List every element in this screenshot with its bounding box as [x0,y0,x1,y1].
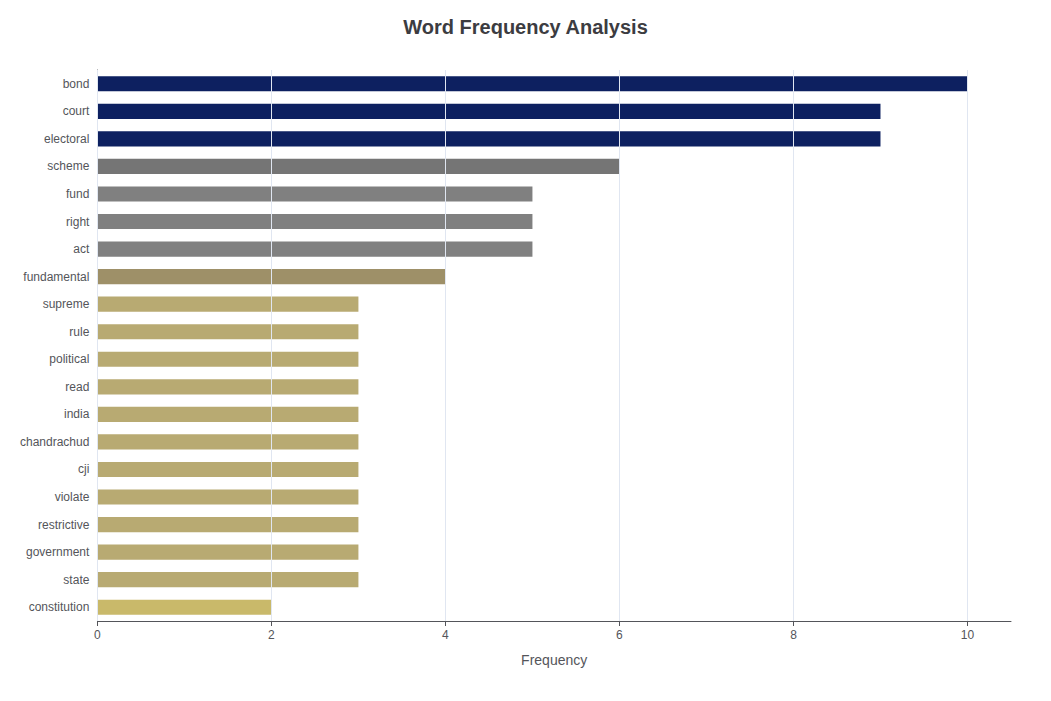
svg-text:bond: bond [63,77,90,91]
svg-text:constitution: constitution [29,600,90,614]
svg-text:chandrachud: chandrachud [20,435,89,449]
svg-text:court: court [63,104,90,118]
svg-text:rule: rule [69,325,89,339]
svg-text:0: 0 [94,628,101,642]
svg-text:act: act [73,242,90,256]
svg-text:supreme: supreme [43,297,90,311]
svg-text:6: 6 [616,628,623,642]
svg-text:state: state [63,573,89,587]
svg-text:cji: cji [78,462,89,476]
svg-text:scheme: scheme [47,159,89,173]
svg-text:electoral: electoral [44,132,89,146]
svg-text:8: 8 [790,628,797,642]
svg-text:fundamental: fundamental [23,270,89,284]
svg-text:political: political [49,352,89,366]
svg-text:restrictive: restrictive [38,518,90,532]
svg-text:Frequency: Frequency [521,652,587,668]
svg-text:fund: fund [66,187,89,201]
svg-text:Word Frequency Analysis: Word Frequency Analysis [403,16,648,38]
svg-text:india: india [64,407,90,421]
svg-text:right: right [66,215,90,229]
svg-text:2: 2 [268,628,275,642]
svg-text:violate: violate [55,490,90,504]
svg-text:4: 4 [442,628,449,642]
svg-text:read: read [65,380,89,394]
svg-text:10: 10 [961,628,975,642]
svg-text:government: government [26,545,90,559]
